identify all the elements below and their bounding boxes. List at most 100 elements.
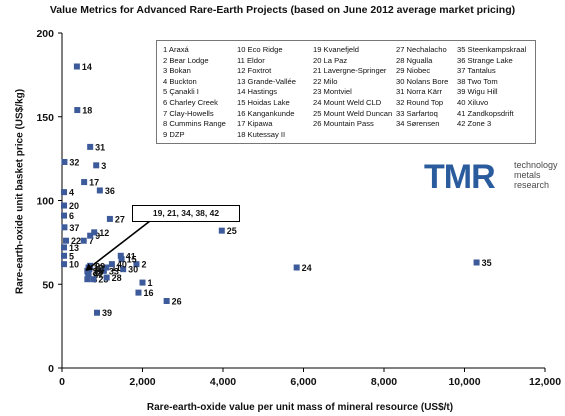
- legend-entry: 25 Mount Weld Duncan: [313, 108, 393, 118]
- legend-column-3: 19 Kvanefjeld 20 La Paz 21 Lavergne-Spring…: [313, 45, 392, 130]
- legend-entry: 35 Steenkampskraal: [457, 45, 527, 54]
- data-point-37: [61, 224, 68, 231]
- legend-column-5: 35 Steenkampskraal 36 Strange Lake 37 Tant…: [457, 45, 526, 130]
- data-point-25: [218, 227, 225, 234]
- data-point-4: [61, 189, 68, 196]
- legend-entry: 15 Hoidas Lake: [237, 97, 290, 107]
- point-label-23: 23: [98, 275, 108, 285]
- data-point-10: [61, 261, 68, 268]
- point-label-13: 13: [69, 243, 79, 253]
- data-point-15: [118, 256, 125, 263]
- data-point-26: [163, 298, 170, 304]
- data-point-40: [108, 261, 115, 268]
- point-label-7: 7: [89, 236, 94, 246]
- legend-entry: 17 Kipawa: [237, 119, 273, 129]
- data-point-36: [96, 187, 103, 194]
- data-point-24: [293, 264, 300, 271]
- data-point-31: [87, 143, 94, 150]
- data-point-13: [61, 244, 68, 251]
- point-label-27: 27: [115, 214, 125, 224]
- data-point-23: [90, 276, 97, 283]
- project-legend: 1 Araxá 2 Bear Lodge 3 Bokan 4 Buckton 5 Çan…: [156, 40, 536, 144]
- x-tick-label: 2,000: [129, 376, 155, 388]
- legend-entry: 19 Kvanefjeld: [313, 45, 360, 54]
- data-point-28: [103, 274, 110, 281]
- legend-entry: 30 Nolans Bore: [396, 76, 449, 86]
- legend-entry: 3 Bokan: [163, 66, 191, 76]
- y-tick-label: 200: [36, 28, 54, 40]
- data-point-33: [100, 267, 107, 274]
- point-label-2: 2: [141, 260, 146, 270]
- x-axis-label: Rare-earth-oxide value per unit mass of …: [146, 402, 454, 413]
- legend-entry: 5 Çanakli I: [163, 87, 199, 97]
- x-tick-label: 8,000: [371, 376, 397, 388]
- data-point-16: [135, 289, 142, 296]
- point-label-28: 28: [112, 273, 122, 283]
- logo-mark: TMR: [424, 158, 496, 196]
- data-point-39: [94, 309, 101, 316]
- data-point-17: [81, 179, 88, 186]
- data-point-3: [93, 162, 100, 169]
- legend-entry: 29 Niobec: [396, 66, 431, 76]
- point-label-25: 25: [227, 226, 237, 236]
- logo-line-3: research: [514, 180, 550, 190]
- y-tick-label: 100: [36, 196, 54, 208]
- legend-entry: 36 Strange Lake: [457, 55, 513, 65]
- point-label-9: 9: [95, 231, 100, 241]
- x-tick-label: 6,000: [290, 376, 316, 388]
- legend-entry: 33 Sarfartoq: [396, 108, 438, 118]
- point-label-16: 16: [143, 288, 153, 298]
- point-label-19: 19: [94, 263, 104, 273]
- legend-entry: 10 Eco Ridge: [237, 45, 283, 54]
- legend-entry: 22 Milo: [313, 76, 338, 86]
- data-point-27: [106, 215, 113, 222]
- point-label-14: 14: [82, 62, 92, 72]
- point-label-40: 40: [117, 260, 127, 270]
- data-point-6: [61, 212, 68, 219]
- legend-entry: 41 Zandkopsdrift: [457, 108, 514, 118]
- tick-labels: 0 2,000 4,000 6,000 8,000 10,000 12,000 0 50 100 1…: [36, 28, 561, 388]
- legend-column-2: 10 Eco Ridge 11 Eldor 12 Foxtrot 13 Grande-…: [237, 45, 296, 140]
- annotation-arrowhead: [85, 263, 94, 271]
- point-label-42: 42: [94, 270, 104, 280]
- point-label-22: 22: [71, 236, 81, 246]
- legend-entry: 4 Buckton: [163, 76, 197, 86]
- point-label-39: 39: [102, 308, 112, 318]
- y-tick-label: 150: [36, 112, 54, 124]
- legend-entry: 9 DZP: [163, 129, 185, 139]
- point-label-1: 1: [148, 278, 153, 288]
- x-tick-label: 12,000: [529, 376, 561, 388]
- point-label-36: 36: [105, 186, 115, 196]
- data-point-30: [120, 266, 127, 273]
- annotation-arrow: [90, 220, 151, 268]
- legend-entry: 13 Grande-Vallée: [237, 76, 296, 86]
- point-label-10: 10: [69, 260, 79, 270]
- data-point-32: [61, 158, 68, 165]
- point-label-38: 38: [93, 268, 103, 278]
- data-point-18: [74, 107, 81, 114]
- legend-entry: 24 Mount Weld CLD: [313, 97, 382, 107]
- data-point-5: [61, 252, 68, 259]
- point-label-29: 29: [95, 261, 105, 271]
- point-label-35: 35: [482, 258, 492, 268]
- legend-entry: 26 Mountain Pass: [313, 119, 374, 129]
- legend-entry: 21 Lavergne-Springer: [313, 66, 387, 76]
- point-label-32: 32: [69, 157, 79, 167]
- data-point-42: [85, 271, 92, 278]
- legend-entry: 28 Nguallа: [396, 55, 433, 65]
- chart-title: Value Metrics for Advanced Rare-Earth Pr…: [49, 4, 516, 16]
- legend-entry: 18 Kutessay II: [237, 129, 286, 139]
- legend-entry: 42 Zone 3: [457, 119, 492, 129]
- x-tick-label: 10,000: [448, 376, 480, 388]
- logo-text: technology metals research: [514, 160, 558, 190]
- point-label-20: 20: [69, 201, 79, 211]
- point-label-6: 6: [69, 211, 74, 221]
- point-label-24: 24: [302, 263, 312, 273]
- legend-column-4: 27 Nechalacho 28 Nguallа 29 Niobec 30 Nolan…: [396, 45, 448, 130]
- point-label-17: 17: [89, 178, 99, 188]
- point-label-12: 12: [99, 228, 109, 238]
- point-label-15: 15: [127, 255, 137, 265]
- point-label-5: 5: [69, 251, 74, 261]
- data-point-22: [63, 237, 70, 244]
- legend-entry: 1 Araxá: [163, 45, 189, 54]
